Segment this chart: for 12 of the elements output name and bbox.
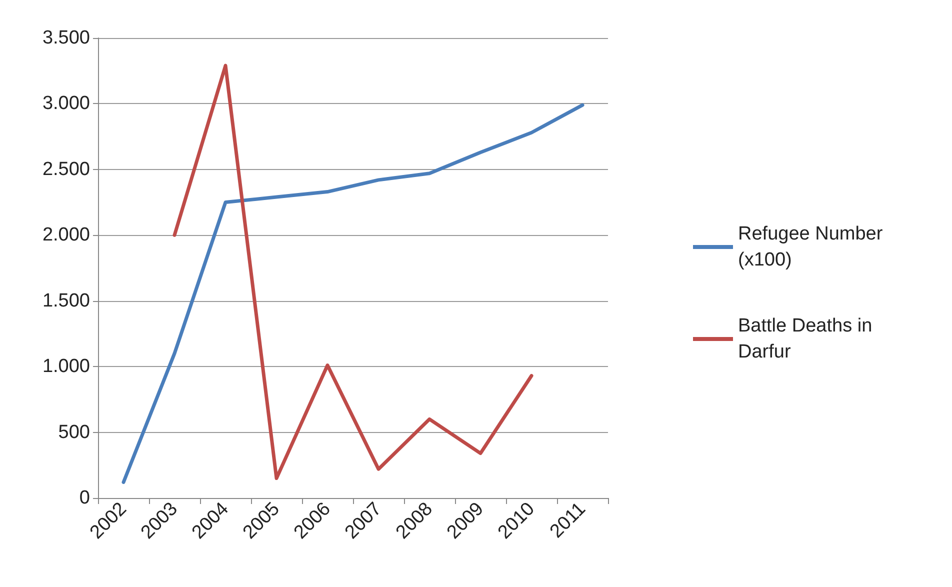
y-tick-label: 3.500 xyxy=(42,28,90,48)
legend-label: Refugee Number (x100) xyxy=(738,224,888,270)
line-series xyxy=(122,103,584,484)
y-tick-label: 3.000 xyxy=(42,93,90,114)
line-series xyxy=(172,64,534,480)
y-tick-label: 1.000 xyxy=(42,356,90,378)
y-tick-label: 500 xyxy=(58,422,90,443)
y-tick-label: 2.000 xyxy=(42,224,90,246)
y-tick-label: 2.500 xyxy=(42,158,90,180)
legend-label: Battle Deaths in Darfur xyxy=(738,316,878,362)
y-tick-label: 0 xyxy=(79,488,90,508)
y-tick-label: 1.500 xyxy=(42,290,90,312)
